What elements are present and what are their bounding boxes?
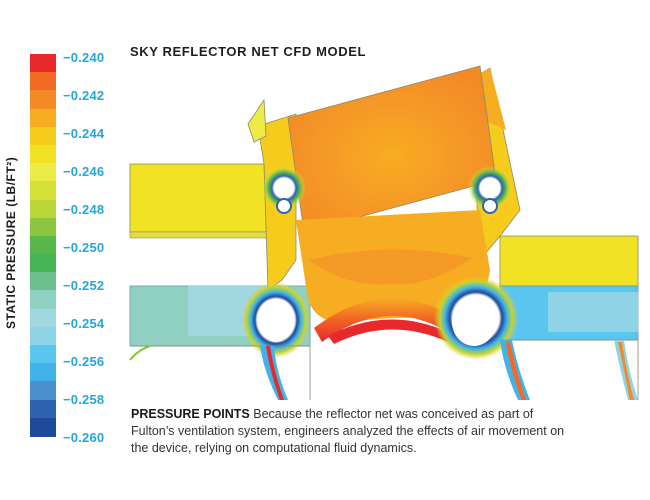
pressure-colorbar: [30, 54, 56, 437]
colorbar-swatch: [30, 345, 56, 364]
colorbar-axis-title: STATIC PRESSURE (LB/FT²): [4, 156, 18, 329]
caption-body: Because the reflector net was conceived …: [131, 407, 565, 455]
colorbar-tick-label: −0.246: [63, 164, 105, 179]
colorbar-tick-label: −0.252: [63, 278, 105, 293]
colorbar-swatch: [30, 199, 56, 219]
colorbar-swatch: [30, 54, 56, 73]
colorbar-tick-label: −0.256: [63, 354, 105, 369]
colorbar-tick-label: −0.248: [63, 202, 105, 217]
colorbar-swatch: [30, 181, 56, 201]
colorbar-tick-label: −0.254: [63, 316, 105, 331]
colorbar-tick-label: −0.242: [63, 88, 105, 103]
colorbar-swatch: [30, 363, 56, 383]
cfd-pressure-field: [129, 65, 639, 400]
colorbar-tick-label: −0.244: [63, 126, 105, 141]
colorbar-swatch: [30, 90, 56, 110]
colorbar-swatch: [30, 326, 56, 346]
colorbar-tick-label: −0.240: [63, 50, 105, 65]
colorbar-swatch: [30, 217, 56, 237]
colorbar-swatch: [30, 290, 56, 310]
colorbar-swatch: [30, 72, 56, 91]
colorbar-swatch: [30, 235, 56, 255]
figure-caption: PRESSURE POINTS Because the reflector ne…: [131, 406, 571, 457]
colorbar-swatch: [30, 399, 56, 419]
figure-title: SKY REFLECTOR NET CFD MODEL: [130, 44, 367, 59]
colorbar-swatch: [30, 144, 56, 164]
colorbar-swatch: [30, 308, 56, 328]
colorbar-tick-label: −0.260: [63, 430, 105, 445]
colorbar-tick-label: −0.258: [63, 392, 105, 407]
colorbar-swatch: [30, 254, 56, 273]
colorbar-tick-label: −0.250: [63, 240, 105, 255]
colorbar-swatch: [30, 272, 56, 292]
colorbar-swatch: [30, 108, 56, 128]
colorbar-swatch: [30, 381, 56, 401]
colorbar-swatch: [30, 417, 56, 437]
colorbar-swatch: [30, 163, 56, 182]
caption-lead: PRESSURE POINTS: [131, 407, 250, 421]
colorbar-swatch: [30, 126, 56, 146]
